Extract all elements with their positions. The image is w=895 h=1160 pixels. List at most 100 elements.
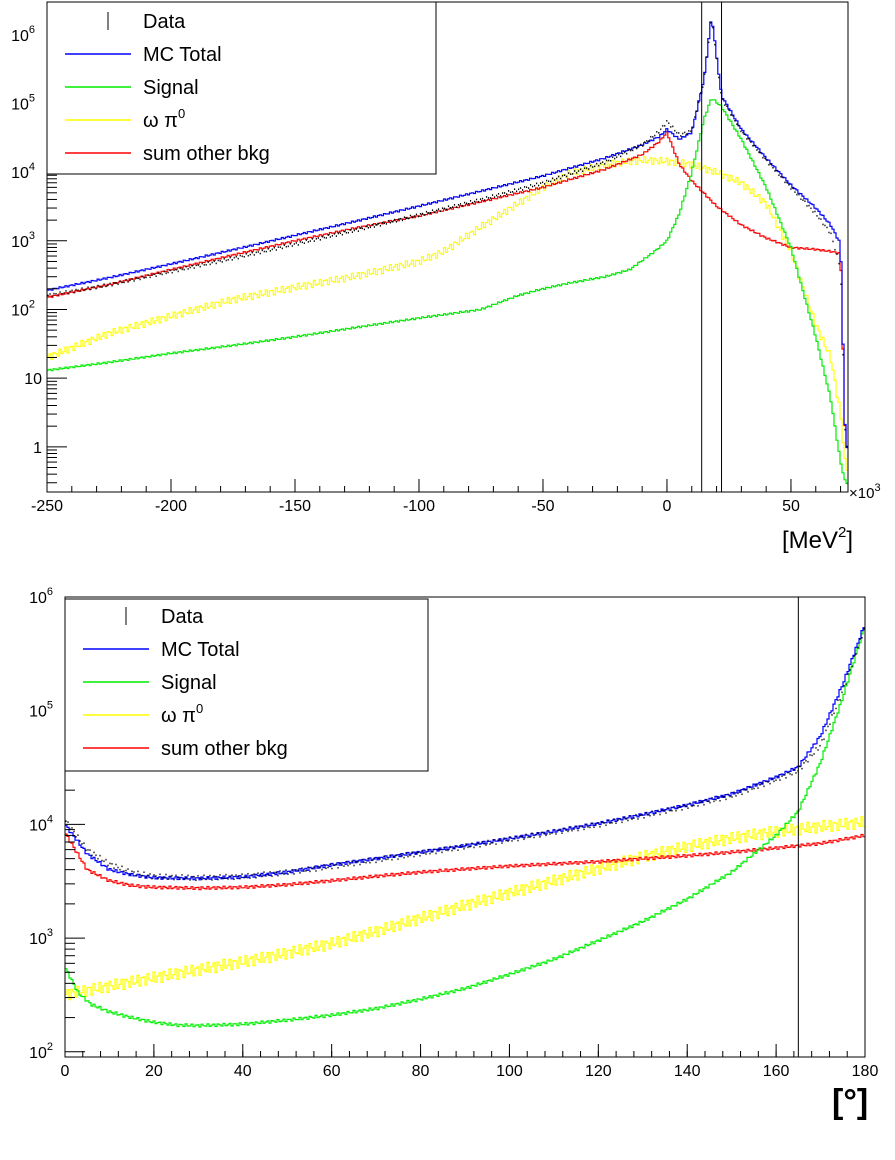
- data-point: [233, 256, 235, 259]
- data-point: [815, 747, 817, 749]
- data-point: [417, 215, 420, 218]
- data-point: [519, 835, 521, 838]
- data-point: [443, 846, 445, 849]
- data-point: [628, 149, 630, 151]
- data-point: [532, 185, 534, 188]
- data-point: [285, 245, 287, 248]
- data-point: [297, 244, 299, 246]
- y-tick-exponent: 2: [29, 298, 35, 310]
- data-point: [163, 270, 165, 273]
- data-point: [135, 874, 137, 877]
- data-point: [205, 263, 207, 266]
- data-point: [787, 771, 789, 774]
- data-point: [93, 851, 95, 854]
- data-point: [191, 875, 193, 878]
- y-tick-exponent: 3: [47, 927, 53, 939]
- data-point: [525, 186, 528, 189]
- data-point: [103, 860, 105, 863]
- data-point: [540, 182, 542, 184]
- data-point: [672, 125, 674, 128]
- series-data-points: [65, 627, 865, 882]
- data-point: [385, 858, 387, 861]
- data-point: [572, 173, 574, 175]
- data-point: [772, 166, 774, 169]
- data-point: [667, 807, 669, 809]
- data-point: [715, 799, 717, 801]
- data-point: [177, 270, 179, 273]
- data-point: [53, 292, 55, 295]
- data-point: [219, 874, 221, 876]
- data-point: [705, 799, 707, 801]
- data-point: [73, 291, 75, 294]
- data-point: [528, 187, 530, 189]
- data-point: [565, 829, 567, 832]
- data-point: [359, 863, 361, 866]
- data-point: [764, 157, 766, 160]
- x-axis-label-exponent: 2: [838, 524, 846, 541]
- data-point: [247, 872, 249, 875]
- x-tick-label: 120: [585, 1063, 612, 1080]
- data-point: [345, 860, 347, 863]
- data-point: [235, 874, 237, 876]
- data-point: [603, 822, 605, 824]
- data-point: [777, 775, 779, 778]
- data-point: [323, 864, 325, 866]
- data-point: [271, 248, 273, 251]
- data-point: [355, 228, 357, 230]
- data-point: [313, 240, 315, 242]
- data-point: [277, 246, 279, 248]
- data-point: [235, 255, 237, 258]
- data-point: [241, 255, 243, 258]
- data-point: [95, 854, 97, 857]
- data-point: [121, 281, 123, 284]
- data-point: [461, 204, 464, 207]
- data-point: [215, 875, 217, 878]
- data-point: [732, 114, 734, 117]
- data-point: [151, 274, 153, 277]
- data-point: [65, 820, 67, 823]
- data-point: [826, 226, 828, 229]
- data-point: [704, 73, 706, 75]
- data-point: [497, 193, 500, 195]
- series-line-signal: [47, 99, 848, 484]
- data-point: [631, 818, 633, 820]
- legend-label: Signal: [161, 672, 217, 694]
- data-point: [197, 264, 199, 267]
- data-point: [307, 241, 309, 243]
- data-point: [403, 216, 406, 218]
- data-point: [407, 217, 410, 220]
- data-point: [573, 828, 575, 830]
- x-tick-label: 160: [763, 1063, 790, 1080]
- data-point: [115, 863, 117, 866]
- data-point: [325, 237, 327, 239]
- data-point: [580, 168, 582, 171]
- data-point: [829, 723, 831, 726]
- data-point: [657, 809, 659, 812]
- data-point: [315, 237, 317, 240]
- data-point: [369, 861, 371, 864]
- data-point: [263, 871, 265, 873]
- data-point: [375, 224, 378, 226]
- data-point: [637, 818, 639, 820]
- data-point: [534, 184, 536, 187]
- data-point: [341, 233, 343, 236]
- data-point: [728, 109, 730, 111]
- data-point: [241, 873, 243, 875]
- data-point: [639, 814, 641, 817]
- data-point: [293, 243, 295, 245]
- data-point: [762, 156, 764, 159]
- data-point: [279, 870, 281, 872]
- data-point: [71, 827, 73, 829]
- data-point: [499, 195, 502, 197]
- data-point: [157, 272, 159, 274]
- legend-label-text: ω π: [161, 705, 196, 727]
- data-point: [245, 876, 247, 878]
- data-point: [175, 874, 177, 877]
- data-point: [675, 809, 677, 812]
- x-tick-label: 80: [412, 1063, 430, 1080]
- data-point: [831, 714, 833, 716]
- data-point: [125, 278, 127, 281]
- data-point: [663, 809, 665, 812]
- data-point: [331, 234, 333, 237]
- data-point: [261, 249, 263, 252]
